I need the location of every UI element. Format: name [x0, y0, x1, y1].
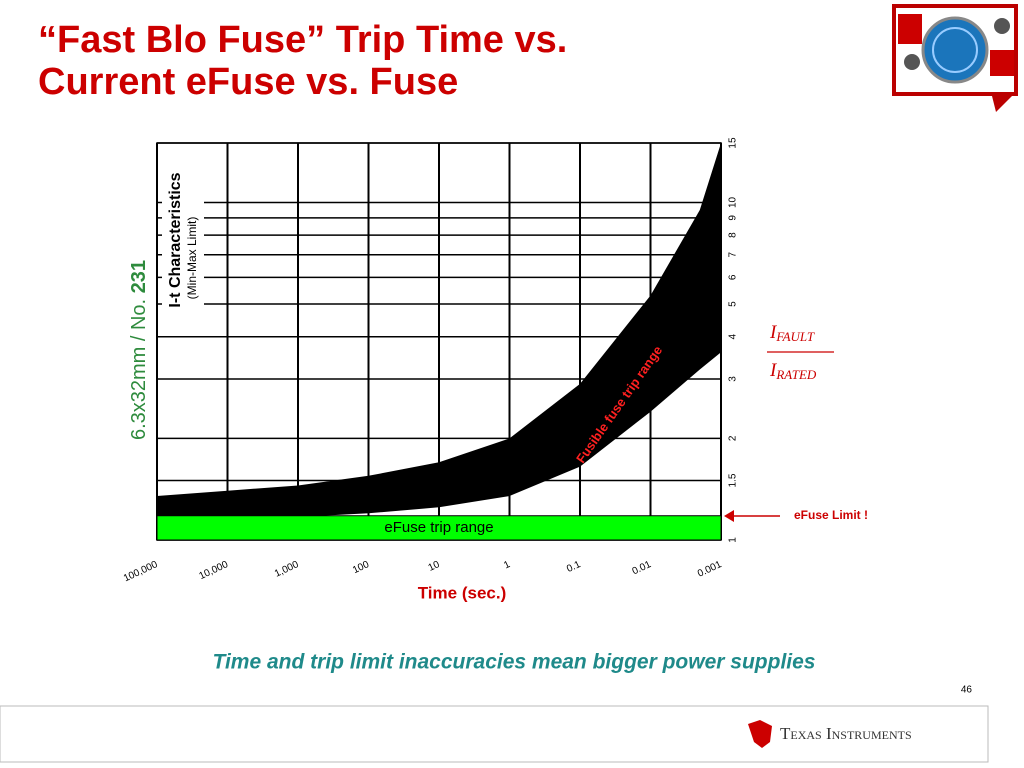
- inner-subtitle: (Min-Max Limit): [185, 217, 199, 300]
- y-tick-label: 8: [728, 232, 739, 238]
- x-tick-label: 0.01: [631, 559, 654, 577]
- x-tick-label: 0.001: [696, 559, 724, 580]
- x-label: Time (sec.): [418, 583, 507, 602]
- ti-logo: [748, 720, 772, 748]
- y-label-i: I: [769, 322, 778, 343]
- x-tick-label: 10,000: [198, 559, 231, 582]
- y-label-sub: FAULT: [775, 329, 815, 344]
- y-tick-label: 1: [728, 537, 739, 543]
- y-tick-label: 4: [728, 334, 739, 340]
- y-tick-label: 6: [728, 274, 739, 280]
- x-tick-label: 10: [427, 559, 442, 574]
- y-label-numerator: IFAULT: [769, 322, 815, 344]
- efuse-note: eFuse Limit !: [794, 508, 868, 522]
- inner-title-box: [162, 150, 204, 322]
- x-tick-label: 1: [502, 559, 512, 572]
- efuse-band: [156, 515, 722, 541]
- page-number: 46: [961, 685, 973, 696]
- company: Texas Instruments: [780, 724, 912, 743]
- y-tick-label: 3: [728, 376, 739, 382]
- title: Current eFuse vs. Fuse: [38, 61, 458, 103]
- side-label: 6.3x32mm / No. 231: [128, 260, 150, 440]
- footer-box: [0, 705, 989, 763]
- y-label-sub: RATED: [775, 367, 817, 382]
- y-label-i: I: [769, 360, 778, 381]
- y-tick-label: 5: [728, 301, 739, 307]
- side-label-text: 6.3x32mm / No.: [128, 293, 150, 440]
- y-tick-label: 10: [728, 196, 739, 208]
- x-tick-label: 0.1: [565, 559, 583, 575]
- caption: Time and trip limit inaccuracies mean bi…: [213, 651, 816, 674]
- fuse-band: [157, 143, 721, 520]
- x-tick-label: 100: [351, 559, 371, 576]
- side-label-bold: 231: [128, 260, 150, 293]
- x-tick-label: 1,000: [273, 559, 301, 580]
- title: “Fast Blo Fuse” Trip Time vs.: [38, 19, 567, 61]
- inner-title: I-t Characteristics: [167, 172, 184, 307]
- y-tick-label: 9: [728, 215, 739, 221]
- x-tick-label: 100,000: [122, 559, 160, 584]
- efuse-band-label: eFuse trip range: [384, 519, 493, 536]
- y-tick-label: 7: [728, 252, 739, 258]
- y-label-denominator: IRATED: [769, 360, 817, 382]
- y-tick-label: 1.5: [728, 473, 739, 487]
- y-tick-label: 15: [728, 137, 739, 149]
- plot: 100,000 10,000 1,000 100 10 1 0.1 0.01 0.001 1 1.5…: [122, 137, 739, 584]
- logo-icon: [892, 4, 1018, 112]
- y-tick-label: 2: [728, 435, 739, 441]
